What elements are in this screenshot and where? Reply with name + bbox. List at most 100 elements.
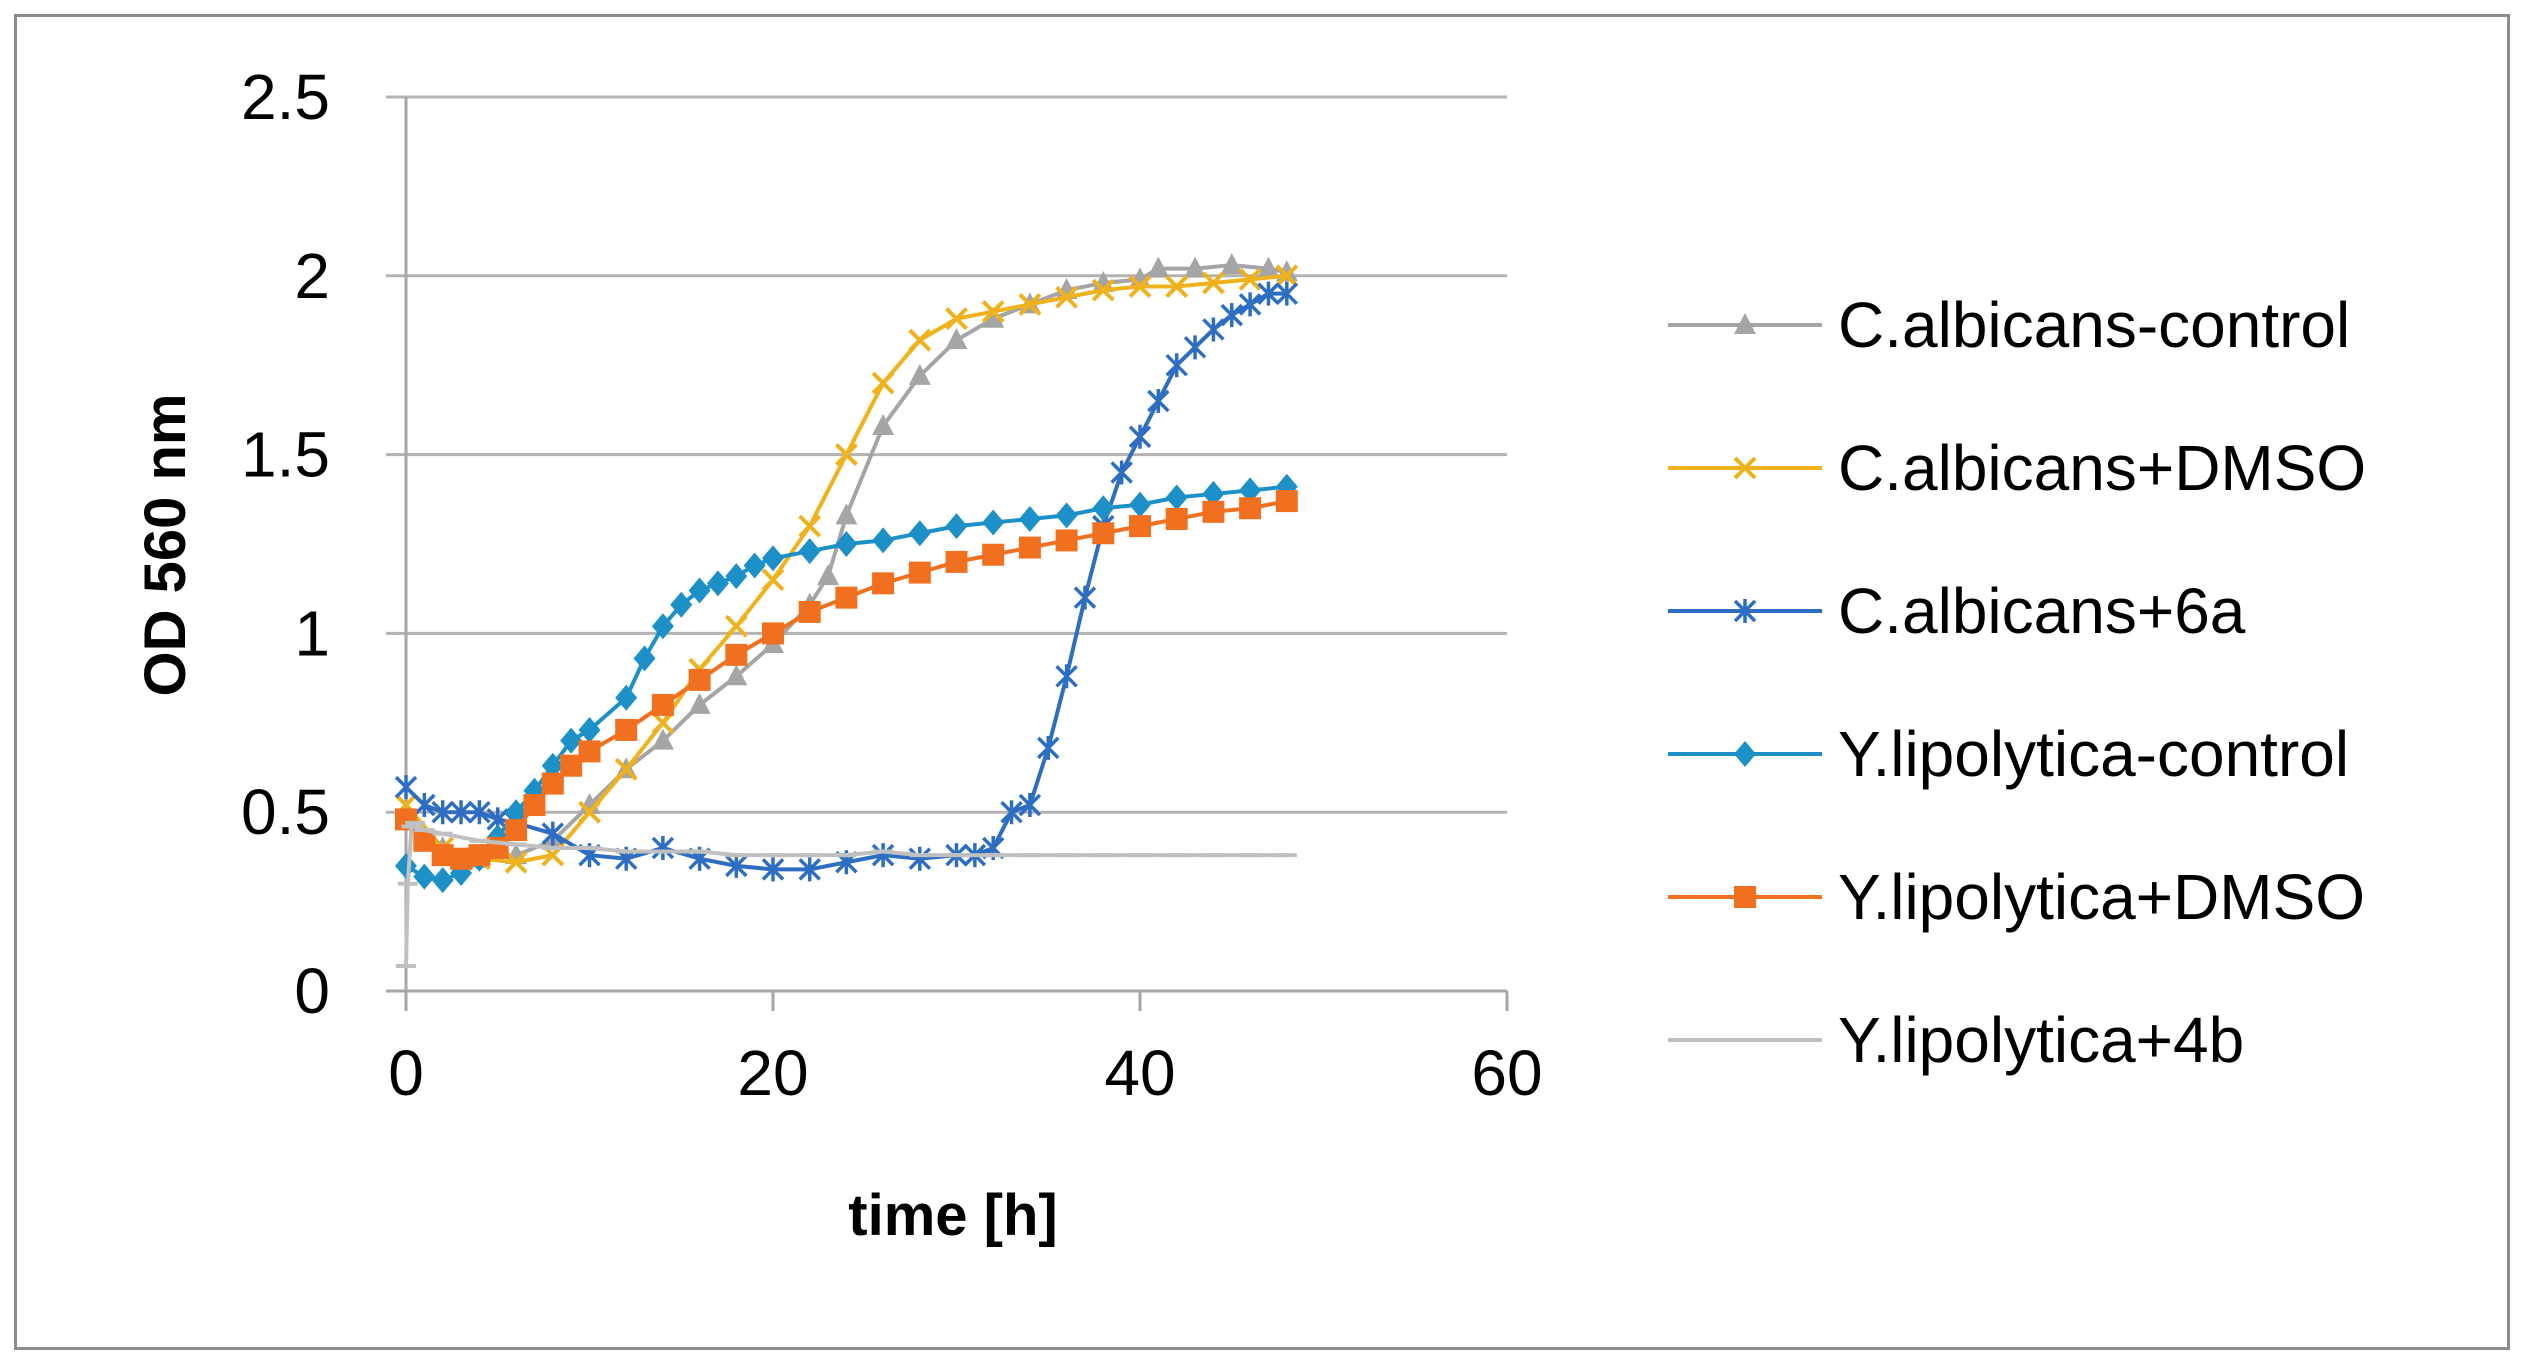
- data-point-Y.lipolytica-control: [798, 538, 821, 565]
- data-point-Y.lipolytica+DMSO: [688, 668, 711, 691]
- y-tick-label-0: 0: [294, 955, 330, 1027]
- data-point-Y.lipolytica-control: [1055, 502, 1078, 529]
- data-point-Y.lipolytica+4b: [946, 853, 967, 858]
- y-tick-label-2.5: 2.5: [241, 61, 330, 133]
- legend-item-Y.lipolytica+DMSO: Y.lipolytica+DMSO: [1668, 861, 2365, 933]
- data-point-C.albicans+DMSO: [1238, 267, 1262, 291]
- legend-label: C.albicans-control: [1838, 289, 2350, 361]
- data-point-Y.lipolytica-control: [560, 727, 583, 754]
- series-C.albicans+DMSO: [394, 264, 1299, 874]
- data-point-Y.lipolytica-control: [908, 520, 931, 547]
- data-point-Y.lipolytica+4b: [763, 853, 783, 858]
- data-point-C.albicans+6a: [1055, 664, 1078, 689]
- data-point-Y.lipolytica+4b: [469, 838, 490, 843]
- data-point-C.albicans+DMSO: [1055, 285, 1079, 309]
- data-point-C.albicans+6a: [651, 835, 675, 860]
- data-point-C.albicans+6a: [1147, 388, 1170, 413]
- data-point-C.albicans+6a: [1220, 303, 1243, 328]
- legend-label: C.albicans+6a: [1838, 575, 2246, 647]
- data-point-Y.lipolytica+DMSO: [578, 740, 601, 763]
- data-point-Y.lipolytica-control: [1092, 495, 1115, 522]
- series-Y.lipolytica-control: [395, 473, 1298, 894]
- data-point-Y.lipolytica+DMSO: [1165, 507, 1188, 530]
- data-point-C.albicans+DMSO: [945, 307, 968, 331]
- data-point-Y.lipolytica+4b: [396, 963, 416, 968]
- series-line-C.albicans-control: [404, 263, 1288, 861]
- data-point-C.albicans+6a: [1202, 317, 1225, 342]
- y-tick-label-0.5: 0.5: [241, 776, 330, 848]
- data-point-Y.lipolytica+4b: [1203, 853, 1224, 858]
- data-point-Y.lipolytica-control: [743, 552, 766, 579]
- data-point-Y.lipolytica+DMSO: [1275, 490, 1298, 513]
- data-point-C.albicans-control: [688, 692, 711, 714]
- y-tick-label-2: 2: [294, 240, 330, 312]
- data-point-C.albicans+DMSO: [1128, 275, 1152, 298]
- data-point-Y.lipolytica-control: [835, 531, 858, 557]
- data-point-Y.lipolytica-control: [615, 684, 638, 711]
- legend-label: Y.lipolytica+4b: [1838, 1004, 2244, 1076]
- data-point-C.albicans-control: [817, 564, 840, 586]
- data-point-C.albicans+6a: [394, 775, 418, 800]
- chart-frame: [14, 14, 2510, 1350]
- data-point-Y.lipolytica-control: [505, 799, 528, 826]
- series-Y.lipolytica+DMSO: [395, 490, 1298, 870]
- legend-item-C.albicans+6a: C.albicans+6a: [1668, 575, 2246, 647]
- data-point-Y.lipolytica-control: [1202, 480, 1225, 507]
- data-point-C.albicans+6a: [761, 857, 785, 882]
- data-point-C.albicans-control: [1257, 256, 1280, 278]
- data-point-Y.lipolytica+4b: [401, 824, 422, 829]
- data-point-C.albicans+6a: [1018, 793, 1042, 818]
- data-point-Y.lipolytica+4b: [616, 849, 637, 854]
- data-point-C.albicans+DMSO: [1018, 292, 1042, 316]
- y-axis-title: OD 560 nm: [133, 394, 198, 697]
- data-point-C.albicans+DMSO: [981, 300, 1005, 323]
- data-point-C.albicans-control: [908, 363, 931, 385]
- data-point-Y.lipolytica+DMSO: [945, 550, 968, 573]
- data-point-Y.lipolytica+4b: [1019, 853, 1040, 858]
- data-point-Y.lipolytica+4b: [1166, 853, 1187, 858]
- data-point-C.albicans+6a: [449, 800, 473, 825]
- data-point-Y.lipolytica-control: [1165, 484, 1188, 511]
- data-point-Y.lipolytica-control: [1239, 477, 1262, 504]
- series-line-C.albicans+DMSO: [404, 273, 1287, 865]
- data-point-C.albicans+DMSO: [1165, 275, 1189, 298]
- legend-item-C.albicans-control: C.albicans-control: [1668, 289, 2350, 361]
- x-tick-label-20: 20: [737, 1037, 808, 1109]
- data-point-C.albicans+6a: [468, 800, 491, 825]
- data-point-C.albicans+6a: [1257, 281, 1280, 306]
- data-point-C.albicans+DMSO: [724, 614, 748, 638]
- data-point-Y.lipolytica+4b: [836, 853, 857, 858]
- data-point-C.albicans+6a: [1000, 800, 1023, 825]
- legend-swatch-marker: [1733, 456, 1757, 480]
- data-point-C.albicans+DMSO: [1091, 278, 1115, 302]
- data-point-Y.lipolytica+4b: [414, 828, 435, 833]
- data-point-Y.lipolytica-control: [431, 867, 454, 894]
- data-point-C.albicans+6a: [1275, 281, 1299, 306]
- x-tick-label-40: 40: [1104, 1037, 1175, 1109]
- data-point-Y.lipolytica+DMSO: [560, 754, 583, 777]
- data-point-C.albicans-control: [945, 328, 968, 350]
- data-point-Y.lipolytica-control: [872, 527, 895, 554]
- data-point-Y.lipolytica+4b: [1130, 853, 1150, 858]
- data-point-Y.lipolytica+4b: [909, 853, 930, 858]
- data-point-Y.lipolytica+DMSO: [835, 586, 858, 609]
- data-point-C.albicans+6a: [1238, 292, 1262, 317]
- data-point-Y.lipolytica+DMSO: [431, 844, 454, 867]
- data-point-Y.lipolytica+4b: [579, 845, 600, 850]
- data-point-Y.lipolytica-control: [670, 591, 693, 618]
- data-point-Y.lipolytica+4b: [506, 842, 527, 847]
- data-point-C.albicans+6a: [908, 846, 932, 871]
- legend-swatch-marker: [1734, 741, 1756, 767]
- data-point-C.albicans+6a: [431, 800, 454, 825]
- data-point-Y.lipolytica-control: [1018, 505, 1041, 532]
- data-point-Y.lipolytica-control: [633, 645, 656, 672]
- data-point-C.albicans+DMSO: [871, 371, 895, 395]
- data-point-Y.lipolytica+DMSO: [523, 794, 546, 817]
- data-point-Y.lipolytica+DMSO: [725, 643, 748, 666]
- series-Y.lipolytica+4b: [396, 820, 1297, 968]
- data-point-Y.lipolytica-control: [982, 509, 1005, 536]
- tick-labels: 0 20 40 60 0 0.5 1 1.5 2 2.5: [241, 61, 1543, 1109]
- series-C.albicans-control: [395, 253, 1298, 868]
- data-point-Y.lipolytica+DMSO: [413, 829, 436, 852]
- data-point-C.albicans-control: [1147, 256, 1170, 278]
